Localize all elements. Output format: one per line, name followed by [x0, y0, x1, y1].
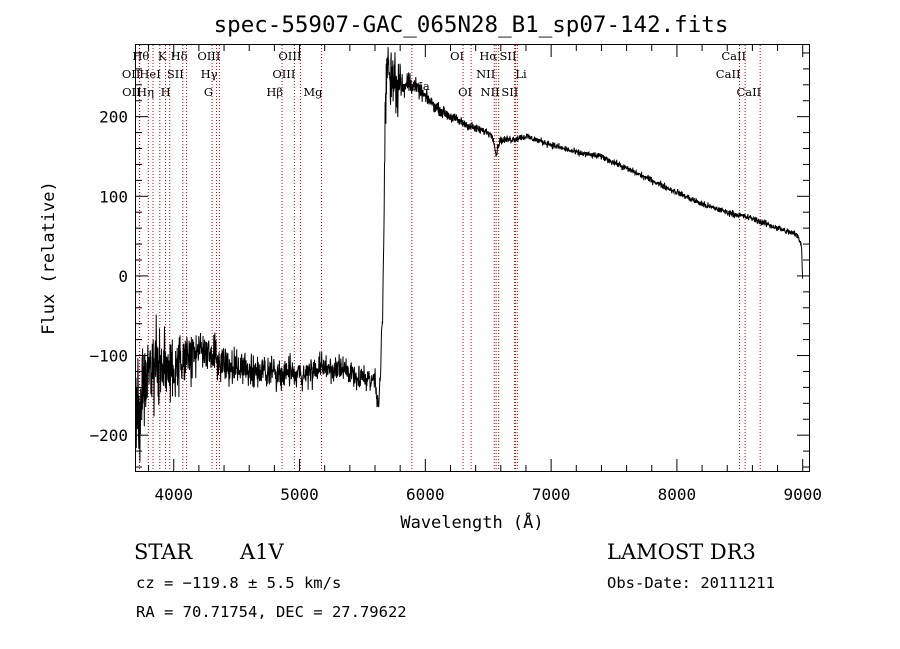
- y-tick-label: 0: [118, 267, 128, 286]
- x-tick-label: 7000: [532, 485, 571, 504]
- line-label: OIII: [278, 49, 301, 63]
- y-tick-label: 100: [99, 187, 128, 206]
- line-label: G: [204, 85, 213, 99]
- line-label: OIII: [272, 67, 295, 81]
- y-axis-label: Flux (relative): [39, 181, 59, 335]
- object-class: STAR: [134, 540, 193, 564]
- line-label: Hβ: [266, 85, 283, 99]
- plot-frame: [135, 44, 810, 472]
- line-label: Hη: [137, 85, 154, 99]
- line-label: Mg: [303, 85, 323, 99]
- line-label: H: [161, 85, 171, 99]
- line-label: Hα: [479, 49, 497, 63]
- survey-name: LAMOST DR3: [607, 540, 756, 564]
- y-tick-label: −200: [89, 426, 128, 445]
- line-label: OI: [450, 49, 464, 63]
- line-label: Hθ: [132, 49, 149, 63]
- x-tick-label: 5000: [280, 485, 319, 504]
- redshift-cz: cz = −119.8 ± 5.5 km/s: [136, 574, 342, 592]
- line-label: K: [158, 49, 167, 63]
- object-subclass: A1V: [240, 540, 284, 564]
- line-label: NII: [481, 85, 500, 99]
- axis-ticks: [136, 45, 809, 471]
- obs-date: Obs-Date: 20111211: [607, 574, 775, 592]
- line-label: OI: [458, 85, 472, 99]
- line-label: SII: [167, 67, 184, 81]
- line-label: HeI: [139, 67, 160, 81]
- x-axis-label: Wavelength (Å): [400, 511, 543, 533]
- y-tick-label: −100: [89, 347, 128, 366]
- line-label: OII: [122, 85, 141, 99]
- line-label: Li: [515, 67, 527, 81]
- x-tick-label: 6000: [406, 485, 445, 504]
- y-tick-label: 200: [99, 108, 128, 127]
- line-label: CaII: [736, 85, 761, 99]
- line-label: CaII: [716, 67, 741, 81]
- line-label: OIII: [197, 49, 220, 63]
- line-label: CaII: [721, 49, 746, 63]
- x-tick-label: 9000: [783, 485, 822, 504]
- line-markers: [138, 45, 761, 471]
- x-tick-label: 4000: [154, 485, 193, 504]
- line-label: Hγ: [201, 67, 218, 81]
- chart-title: spec-55907-GAC_065N28_B1_sp07-142.fits: [214, 12, 729, 38]
- spectrum-line: [135, 47, 804, 462]
- line-label: Hδ: [171, 49, 188, 63]
- line-label: SII: [501, 85, 518, 99]
- axis-tick-labels: 4000 5000 6000 7000 8000 9000 −200 −100 0 100 200: [89, 108, 822, 504]
- x-tick-label: 8000: [658, 485, 697, 504]
- line-label: NII: [476, 67, 495, 81]
- line-label: SII: [500, 49, 517, 63]
- coordinates: RA = 70.71754, DEC = 27.79622: [136, 603, 407, 621]
